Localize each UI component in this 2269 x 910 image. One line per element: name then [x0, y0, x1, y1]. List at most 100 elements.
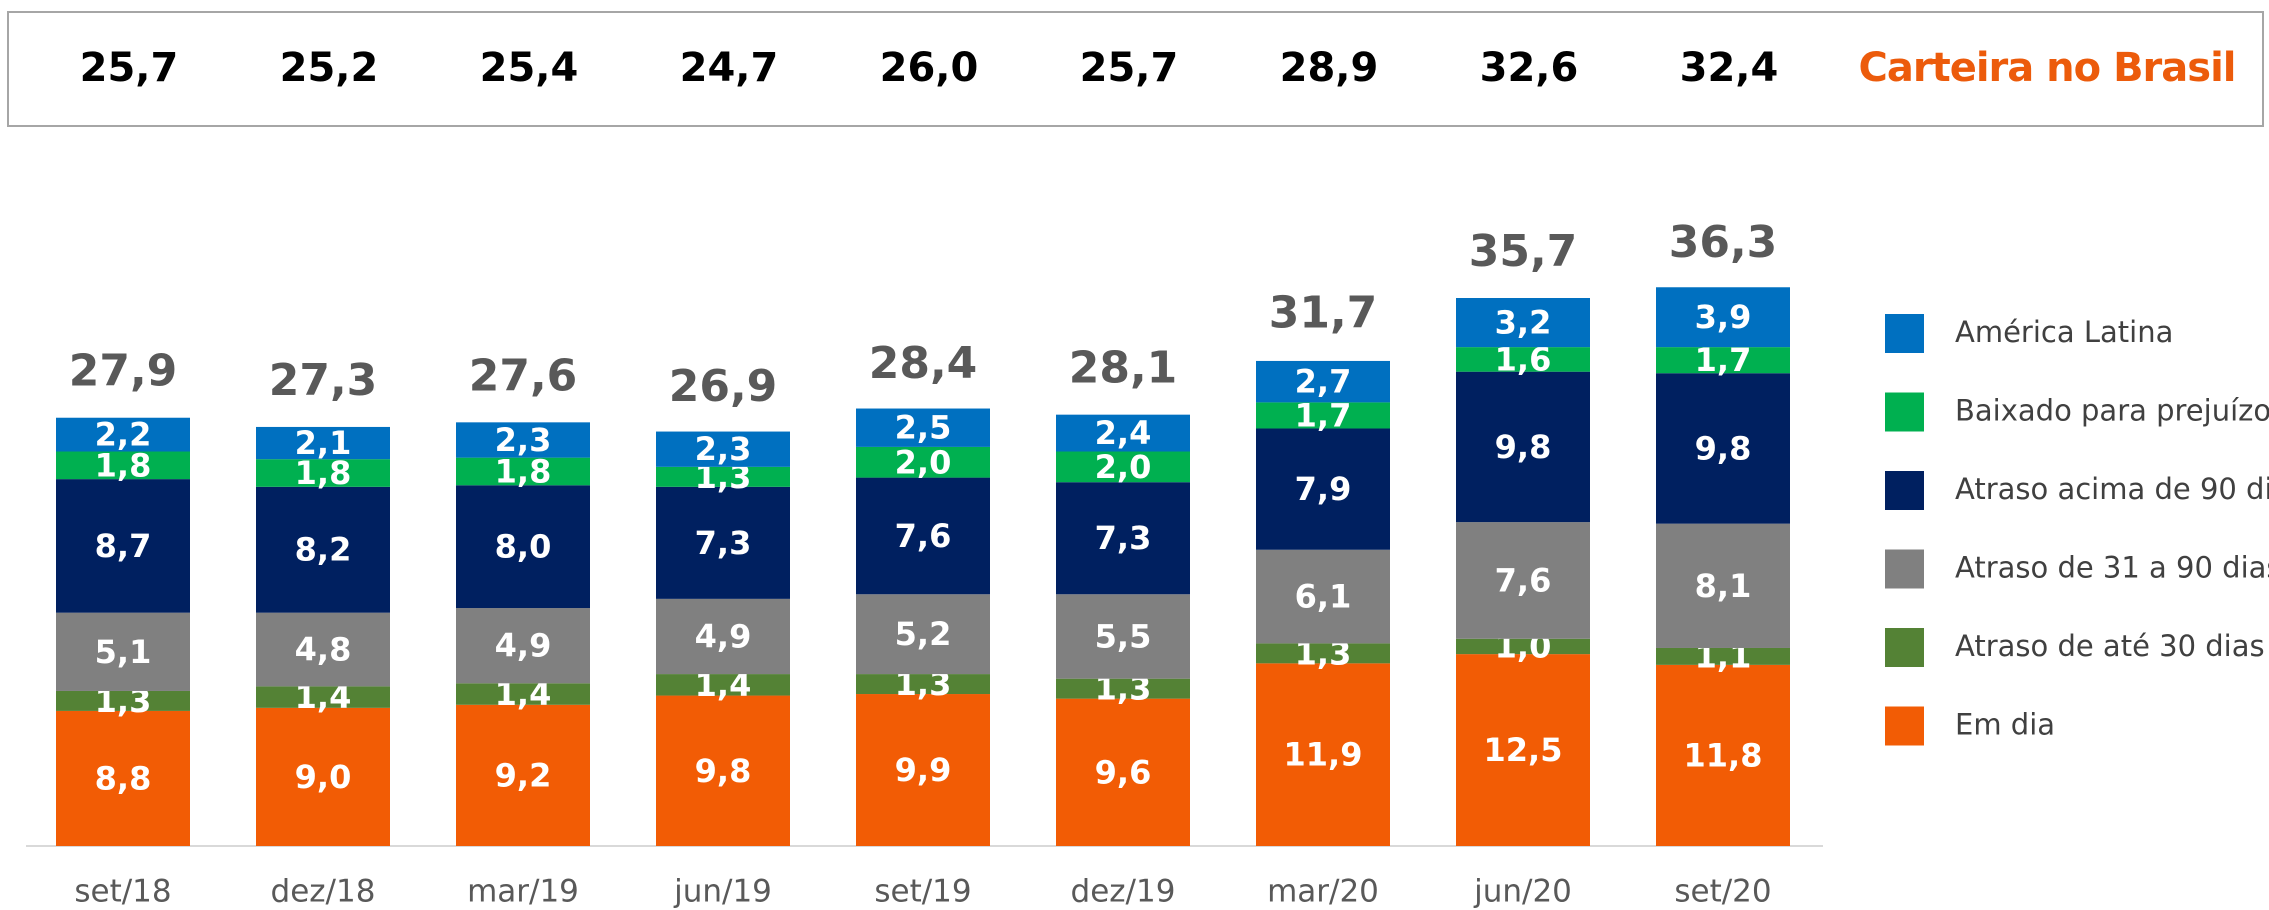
bar-segment	[656, 598, 790, 675]
bar-segment	[256, 486, 390, 613]
bar-segment	[856, 446, 990, 478]
bar-segment	[656, 695, 790, 846]
bar-segment	[1656, 373, 1790, 524]
bar-segment	[656, 674, 790, 696]
segment-label: 1,7	[1295, 396, 1352, 434]
segment-label: 2,0	[1095, 448, 1152, 486]
segment-label: 2,0	[895, 443, 952, 481]
segment-label: 5,1	[95, 633, 152, 671]
x-tick-label: mar/20	[1267, 874, 1379, 910]
bar-segment	[456, 683, 590, 705]
bar-segment	[456, 422, 590, 458]
segment-label: 5,5	[1095, 617, 1152, 655]
x-tick-label: mar/19	[467, 874, 579, 910]
bar-segment	[856, 674, 990, 695]
segment-label: 4,8	[295, 631, 352, 669]
bar-segment	[456, 457, 590, 486]
legend-swatch	[1885, 471, 1924, 510]
bar-segment	[1656, 287, 1790, 348]
legend-swatch	[1885, 549, 1924, 589]
segment-label: 1,8	[95, 446, 152, 484]
bar-segment	[456, 704, 590, 846]
segment-label: 1,8	[295, 454, 352, 492]
segment-label: 6,1	[1295, 578, 1352, 616]
segment-label: 12,5	[1484, 731, 1563, 769]
x-tick-label: set/18	[74, 874, 171, 910]
segment-label: 1,8	[495, 452, 552, 490]
segment-label: 2,2	[95, 416, 152, 454]
segment-label: 8,2	[295, 531, 352, 569]
segment-label: 2,3	[495, 421, 552, 459]
bar-segment	[1456, 298, 1590, 348]
bar-segment	[56, 710, 190, 846]
brasil-value: 25,4	[480, 45, 579, 91]
bar-segment	[56, 479, 190, 613]
x-tick-label: dez/19	[1071, 874, 1176, 910]
brasil-value: 25,2	[280, 45, 379, 91]
total-label: 27,9	[69, 346, 178, 397]
bar-segment	[56, 612, 190, 691]
segment-label: 9,8	[1695, 429, 1752, 467]
segment-label: 5,2	[895, 615, 952, 653]
total-label: 28,1	[1069, 343, 1178, 394]
bar-segment	[1456, 347, 1590, 372]
segment-label: 8,8	[95, 759, 152, 797]
brasil-label: Carteira no Brasil	[1859, 45, 2236, 91]
segment-label: 9,8	[1495, 428, 1552, 466]
segment-label: 9,8	[695, 752, 752, 790]
bar-segment	[1456, 522, 1590, 639]
segment-label: 1,7	[1695, 341, 1752, 379]
legend-label: Atraso acima de 90 dias	[1955, 472, 2269, 506]
segment-label: 2,5	[895, 409, 952, 447]
segment-label: 8,7	[95, 527, 152, 565]
bar-segment	[1056, 594, 1190, 679]
segment-label: 2,1	[295, 424, 352, 462]
brasil-value: 25,7	[1080, 45, 1179, 91]
brasil-value: 24,7	[680, 45, 779, 91]
segment-label: 2,3	[695, 430, 752, 468]
segment-label: 11,8	[1684, 736, 1763, 774]
segment-label: 8,1	[1695, 567, 1752, 605]
legend-swatch	[1885, 392, 1924, 432]
segment-label: 9,9	[895, 751, 952, 789]
legend-swatch	[1885, 628, 1924, 667]
bar-segment	[256, 686, 390, 708]
bar-segment	[1056, 482, 1190, 595]
top-box	[7, 11, 2264, 127]
bar-segment	[1056, 698, 1190, 846]
bar-segment	[1656, 347, 1790, 374]
total-label: 35,7	[1469, 226, 1578, 277]
bar-segment	[856, 694, 990, 846]
segment-label: 9,2	[495, 756, 552, 794]
segment-label: 7,9	[1295, 470, 1352, 508]
bar-segment	[1656, 647, 1790, 665]
x-tick-label: jun/19	[673, 874, 772, 910]
segment-label: 4,9	[495, 627, 552, 665]
bar-segment	[256, 707, 390, 846]
bar-segment	[1656, 664, 1790, 846]
bar-segment	[856, 408, 990, 447]
total-label: 31,7	[1269, 287, 1378, 338]
bar-segment	[1656, 523, 1790, 648]
segment-label: 3,2	[1495, 304, 1552, 342]
bar-segment	[1256, 428, 1390, 550]
bar-segment	[856, 594, 990, 675]
bar-segment	[56, 451, 190, 480]
legend-swatch	[1885, 706, 1924, 746]
x-tick-label: set/19	[874, 874, 971, 910]
brasil-value: 26,0	[880, 45, 979, 91]
bar-segment	[56, 690, 190, 711]
segment-label: 7,3	[1095, 519, 1152, 557]
bar-segment	[256, 426, 390, 460]
segment-label: 3,9	[1695, 298, 1752, 336]
brasil-value: 25,7	[80, 45, 179, 91]
segment-label: 7,3	[695, 524, 752, 562]
bar-segment	[1256, 643, 1390, 664]
segment-label: 11,9	[1284, 736, 1363, 774]
legend-swatch	[1885, 314, 1924, 353]
segment-label: 8,0	[495, 528, 552, 566]
bar-segment	[1256, 402, 1390, 429]
legend-label: América Latina	[1955, 315, 2173, 349]
bar-segment	[656, 466, 790, 487]
